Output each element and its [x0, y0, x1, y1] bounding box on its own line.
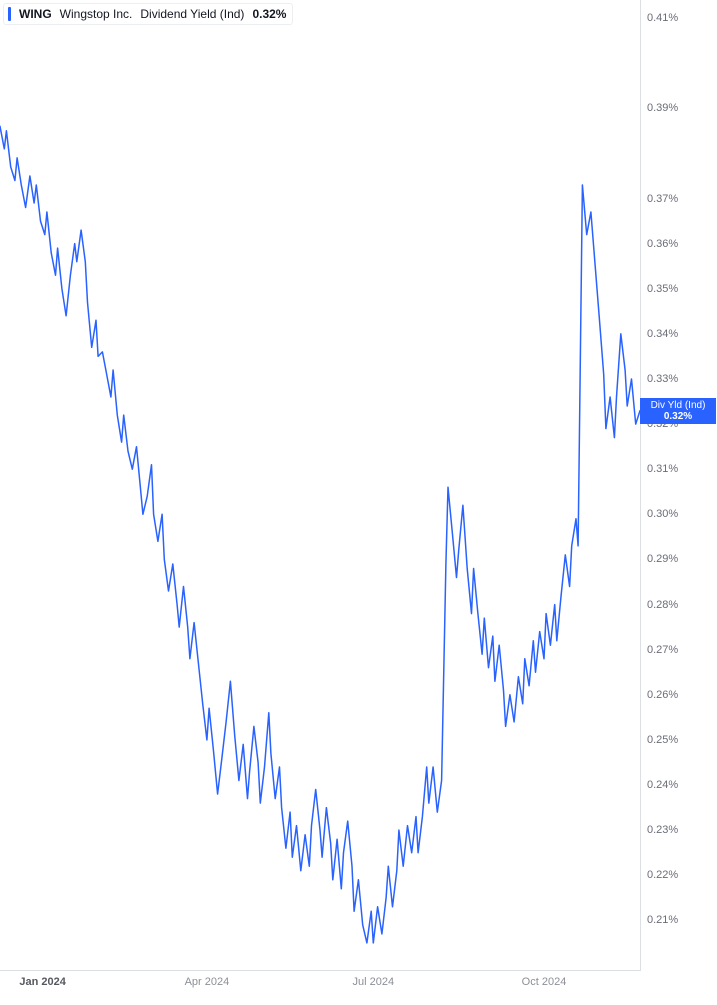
x-tick-label: Oct 2024 — [522, 976, 567, 988]
legend-ticker: WING — [19, 6, 52, 22]
y-tick-label: 0.25% — [647, 734, 678, 746]
y-tick-label: 0.34% — [647, 328, 678, 340]
y-tick-label: 0.30% — [647, 508, 678, 520]
y-tick-label: 0.21% — [647, 914, 678, 926]
y-tick-label: 0.36% — [647, 238, 678, 250]
y-tick-label: 0.26% — [647, 689, 678, 701]
x-axis: Jan 2024 Apr 2024 Jul 2024 Oct 2024 — [0, 971, 640, 1005]
y-tick-label: 0.24% — [647, 779, 678, 791]
y-tick-label: 0.33% — [647, 373, 678, 385]
y-axis: 0.41% 0.39% 0.37% 0.36% 0.35% 0.34% 0.33% 0.32%… — [641, 0, 717, 970]
y-tick-label: 0.31% — [647, 463, 678, 475]
last-value-flag: Div Yld (Ind) 0.32% — [640, 398, 716, 424]
flag-title: Div Yld (Ind) — [646, 400, 710, 411]
y-tick-label: 0.27% — [647, 644, 678, 656]
x-tick-label: Jul 2024 — [353, 976, 395, 988]
y-tick-label: 0.37% — [647, 193, 678, 205]
chart-plot-area[interactable] — [0, 0, 641, 971]
legend-company-name: Wingstop Inc. — [60, 6, 133, 22]
chart-legend[interactable]: WING Wingstop Inc. Dividend Yield (Ind) … — [3, 3, 293, 25]
y-tick-label: 0.35% — [647, 283, 678, 295]
legend-color-bar — [8, 7, 11, 21]
flag-value: 0.32% — [646, 411, 710, 422]
legend-metric: Dividend Yield (Ind) — [140, 6, 244, 22]
x-tick-label: Jan 2024 — [19, 976, 65, 988]
y-tick-label: 0.39% — [647, 102, 678, 114]
y-tick-label: 0.29% — [647, 553, 678, 565]
legend-value: 0.32% — [252, 6, 286, 22]
y-tick-label: 0.41% — [647, 12, 678, 24]
x-tick-label: Apr 2024 — [185, 976, 230, 988]
y-tick-label: 0.28% — [647, 599, 678, 611]
line-chart-svg — [0, 0, 640, 970]
y-tick-label: 0.22% — [647, 869, 678, 881]
y-tick-label: 0.23% — [647, 824, 678, 836]
